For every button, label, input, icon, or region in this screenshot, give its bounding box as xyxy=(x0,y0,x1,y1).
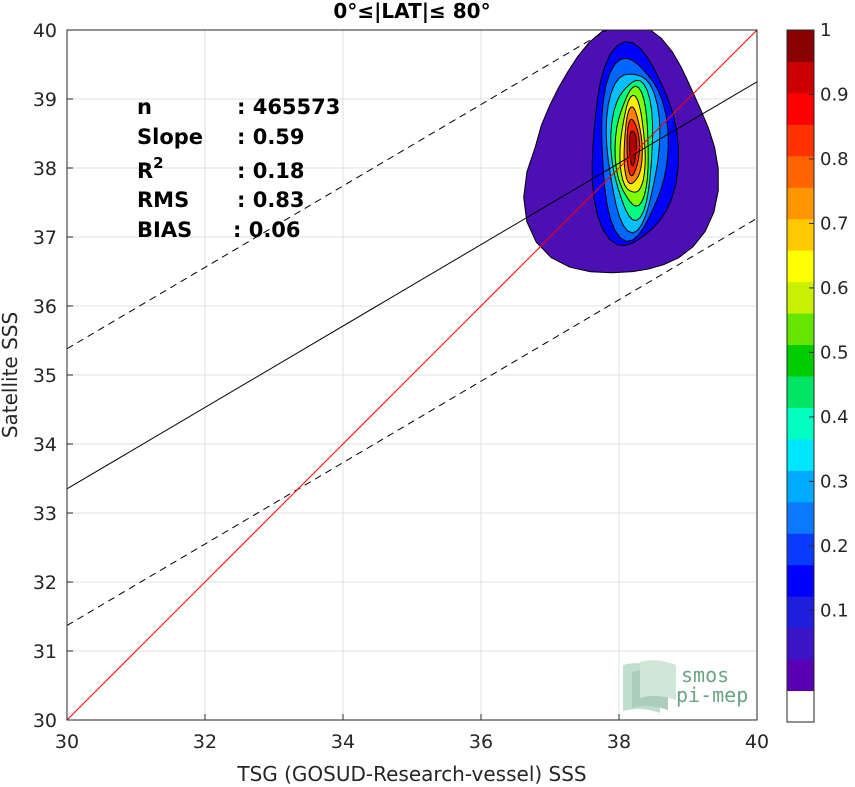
colorbar-tick-label-9: 1 xyxy=(820,20,831,41)
colorbar-segment-12 xyxy=(787,313,814,346)
x-tick-label-3: 36 xyxy=(469,731,493,753)
colorbar-frame xyxy=(786,29,815,723)
smos-pimep-logo: smos pi-mep xyxy=(623,660,748,713)
density-contours xyxy=(523,30,719,274)
colorbar-segment-11 xyxy=(787,344,814,377)
x-tick-label-4: 38 xyxy=(607,731,631,753)
fit-line xyxy=(67,81,757,490)
upper-bound-line xyxy=(67,30,609,350)
colorbar-segment-0 xyxy=(787,690,814,723)
x-tick-label-1: 32 xyxy=(193,731,217,753)
y-tick-label-5: 35 xyxy=(33,365,57,387)
colorbar-segment-5 xyxy=(787,533,814,566)
stat-value-3: : 0.83 xyxy=(237,188,305,212)
colorbar-tick-label-8: 0.9 xyxy=(820,84,849,105)
colorbar-segment-16 xyxy=(787,187,814,220)
logo-line2: pi-mep xyxy=(676,683,748,707)
colorbar-segment-15 xyxy=(787,218,814,251)
colorbar-tick-label-4: 0.5 xyxy=(820,342,849,363)
y-tick-label-6: 36 xyxy=(33,296,57,318)
colorbar-segment-7 xyxy=(787,470,814,503)
colorbar-segment-2 xyxy=(787,627,814,660)
stat-value-4: : 0.06 xyxy=(233,218,301,242)
stat-name-2: R2 xyxy=(137,154,164,183)
logo-mark-icon xyxy=(623,660,676,713)
colorbar-tick-label-2: 0.3 xyxy=(820,471,849,492)
colorbar-segment-6 xyxy=(787,501,814,534)
y-tick-label-1: 31 xyxy=(33,641,57,663)
y-tick-label-8: 38 xyxy=(33,158,57,180)
x-axis-label: TSG (GOSUD-Research-vessel) SSS xyxy=(236,762,586,786)
x-tick-label-0: 30 xyxy=(55,731,79,753)
colorbar-segment-17 xyxy=(787,155,814,188)
colorbar-segment-9 xyxy=(787,407,814,440)
y-tick-label-2: 32 xyxy=(33,572,57,594)
stats-box: n : 465573 Slope : 0.59 R2 : 0.18 RMS : 0.83 BIA… xyxy=(137,95,340,242)
colorbar-segment-8 xyxy=(787,438,814,471)
colorbar-segment-19 xyxy=(787,92,814,125)
colorbar: 0.1 0.2 0.3 0.4 0.5 0.6 0.7 0.8 0.9 1 xyxy=(786,20,849,723)
one-to-one-line xyxy=(67,30,757,720)
colorbar-segment-4 xyxy=(787,564,814,597)
stat-name-0: n xyxy=(137,95,152,119)
x-tick-label-5: 40 xyxy=(745,731,769,753)
colorbar-segment-21 xyxy=(787,30,814,62)
colorbar-tick-label-6: 0.7 xyxy=(820,213,849,234)
y-axis-label: Satellite SSS xyxy=(0,312,22,438)
colorbar-segment-10 xyxy=(787,376,814,408)
stat-value-0: : 465573 xyxy=(237,95,340,119)
colorbar-segment-1 xyxy=(787,659,814,692)
y-tick-label-3: 33 xyxy=(33,503,57,525)
stat-value-2: : 0.18 xyxy=(237,159,305,183)
x-tick-label-2: 34 xyxy=(331,731,355,753)
y-tick-label-7: 37 xyxy=(33,227,57,249)
colorbar-tick-label-3: 0.4 xyxy=(820,407,849,428)
regression-lines xyxy=(67,30,757,720)
colorbar-tick-label-5: 0.6 xyxy=(820,278,849,299)
stat-name-1: Slope xyxy=(137,125,203,149)
y-tick-label-9: 39 xyxy=(33,89,57,111)
colorbar-segment-14 xyxy=(787,250,814,283)
axis-ticks: 30 32 34 36 38 40 30 31 32 33 34 35 36 37 38 39 40 xyxy=(33,20,769,753)
colorbar-tick-label-0: 0.1 xyxy=(820,600,849,621)
y-tick-label-4: 34 xyxy=(33,434,57,456)
logo-line1: smos xyxy=(681,663,729,687)
density-contour-9 xyxy=(628,130,637,167)
colorbar-tick-label-7: 0.8 xyxy=(820,149,849,170)
colorbar-segment-18 xyxy=(787,124,814,157)
stat-name-3: RMS xyxy=(137,188,189,212)
chart-title: 0°≤|LAT|≤ 80° xyxy=(333,0,490,23)
colorbar-segment-3 xyxy=(787,596,814,629)
stat-name-4: BIAS xyxy=(137,218,192,242)
lower-bound-line xyxy=(67,217,757,626)
y-tick-label-10: 40 xyxy=(33,20,57,42)
y-tick-label-0: 30 xyxy=(33,710,57,732)
colorbar-tick-label-1: 0.2 xyxy=(820,536,849,557)
colorbar-segment-20 xyxy=(787,61,814,94)
stat-value-1: : 0.59 xyxy=(237,125,305,149)
colorbar-segment-13 xyxy=(787,281,814,314)
